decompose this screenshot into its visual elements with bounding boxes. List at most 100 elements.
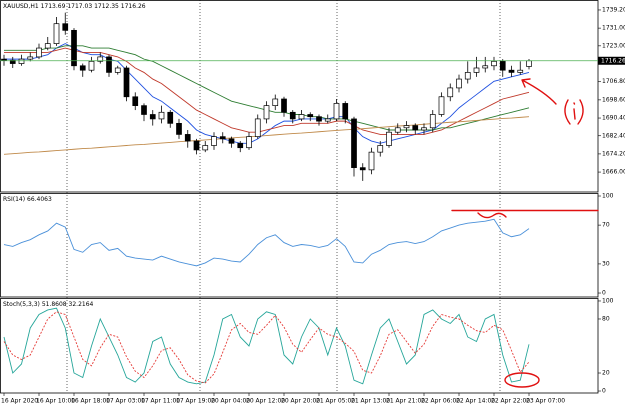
candle-body <box>403 125 410 129</box>
x-tick-label: 20 Apr 04:00 <box>211 398 250 405</box>
candle-body <box>106 56 112 73</box>
candle-body <box>123 67 130 98</box>
candle-body <box>307 114 314 118</box>
candle-body <box>281 98 287 113</box>
candle-body <box>53 23 60 44</box>
x-tick-label: 23 Apr 07:00 <box>526 398 565 405</box>
candle-body <box>473 67 480 73</box>
arrow-annotation <box>521 78 557 105</box>
candle-body <box>386 131 392 146</box>
candle-body <box>316 116 322 122</box>
y-tick-label: 1698.60 <box>602 96 625 103</box>
indicator-line <box>3 311 530 384</box>
y-tick-label: 1666.00 <box>602 169 625 176</box>
candle-body <box>193 140 200 151</box>
y-tick-label: 80 <box>602 315 610 322</box>
x-tick-label: 17 Apr 11:00 <box>141 398 180 405</box>
candle-body <box>412 125 419 131</box>
candle-body <box>18 58 25 64</box>
candle-body <box>176 122 182 135</box>
candle-body <box>158 111 165 120</box>
panel-title: Stoch(5,3,3) <box>3 301 40 308</box>
candle-body <box>482 65 489 69</box>
x-tick-label: 21 Apr 21:00 <box>386 398 425 405</box>
last-price-box <box>598 56 625 65</box>
candle-body <box>438 96 445 115</box>
y-tick-label: 70 <box>602 222 610 229</box>
candle-body <box>211 136 217 146</box>
candle-body <box>263 105 270 120</box>
candle-body <box>62 23 69 31</box>
candle-body <box>167 111 174 124</box>
candle-body <box>429 114 436 129</box>
y-tick-label: 100 <box>602 297 614 304</box>
candle-body <box>237 142 244 149</box>
candle-body <box>517 69 524 73</box>
candle-body <box>456 78 462 89</box>
candle-body <box>44 43 51 49</box>
candle-body <box>149 114 156 120</box>
candle-body <box>342 103 349 120</box>
hand-mark <box>564 99 584 125</box>
candle-body <box>333 103 340 120</box>
candle-body <box>298 114 305 120</box>
candle-body <box>219 136 226 140</box>
candle-body <box>447 87 454 98</box>
header-value: 32.2164 <box>69 301 94 308</box>
x-tick-label: 16 Apr 18:00 <box>71 398 110 405</box>
header-value: 51.8608 <box>42 301 67 308</box>
candle-body <box>526 60 532 67</box>
candle-body <box>36 47 42 58</box>
last-price-label: 1716.26 <box>601 57 625 64</box>
x-tick-label: 20 Apr 12:00 <box>246 398 285 405</box>
annotations <box>451 78 599 388</box>
panel-frame <box>0 193 599 298</box>
candle-body <box>132 96 139 106</box>
hand-mark <box>477 212 507 219</box>
candle-body <box>141 105 147 115</box>
header-high: 1717.03 <box>67 3 92 10</box>
candle-body <box>508 69 515 73</box>
moving-average <box>4 47 530 135</box>
x-tick-label: 20 Apr 20:00 <box>281 398 320 405</box>
indicator-line <box>3 307 530 385</box>
header-open: 1713.69 <box>41 3 66 10</box>
x-tick-label: 22 Apr 14:00 <box>456 398 495 405</box>
panel-header: RSI(14) 66.4063 <box>3 196 52 203</box>
header-value: 66.4063 <box>27 196 52 203</box>
y-tick-label: 30 <box>602 260 610 267</box>
candle-body <box>464 72 471 80</box>
y-tick-label: 1723.00 <box>602 42 625 49</box>
x-tick-label: 22 Apr 22:00 <box>491 398 530 405</box>
candle-body <box>254 118 261 137</box>
candle-body <box>228 138 235 144</box>
candle-body <box>79 65 86 71</box>
candle-body <box>9 59 16 64</box>
candle-body <box>1 58 7 61</box>
candle-body <box>421 127 427 131</box>
candle-body <box>202 145 209 151</box>
panel-frame <box>0 0 599 193</box>
candle-body <box>272 98 279 106</box>
header-close: 1716.26 <box>121 3 146 10</box>
y-tick-label: 1706.80 <box>602 78 625 85</box>
candle-body <box>324 118 331 122</box>
candle-body <box>394 127 401 133</box>
header-low: 1712.35 <box>94 3 119 10</box>
x-tick-label: 16 Apr 10:00 <box>36 398 75 405</box>
x-tick-label: 17 Apr 19:00 <box>176 398 215 405</box>
candle-body <box>88 60 95 71</box>
candle-body <box>368 151 375 171</box>
panel-header: XAUUSD,H1 1713.69 1717.03 1712.35 1716.2… <box>3 3 146 10</box>
candle-body <box>351 118 357 168</box>
candle-body <box>491 60 497 67</box>
circle-annotation <box>504 372 540 388</box>
y-tick-label: 100 <box>602 193 614 200</box>
y-tick-label: 1731.00 <box>602 25 625 32</box>
panel-title: XAUUSD,H1 <box>3 3 39 10</box>
panel-title: RSI(14) <box>3 196 25 203</box>
